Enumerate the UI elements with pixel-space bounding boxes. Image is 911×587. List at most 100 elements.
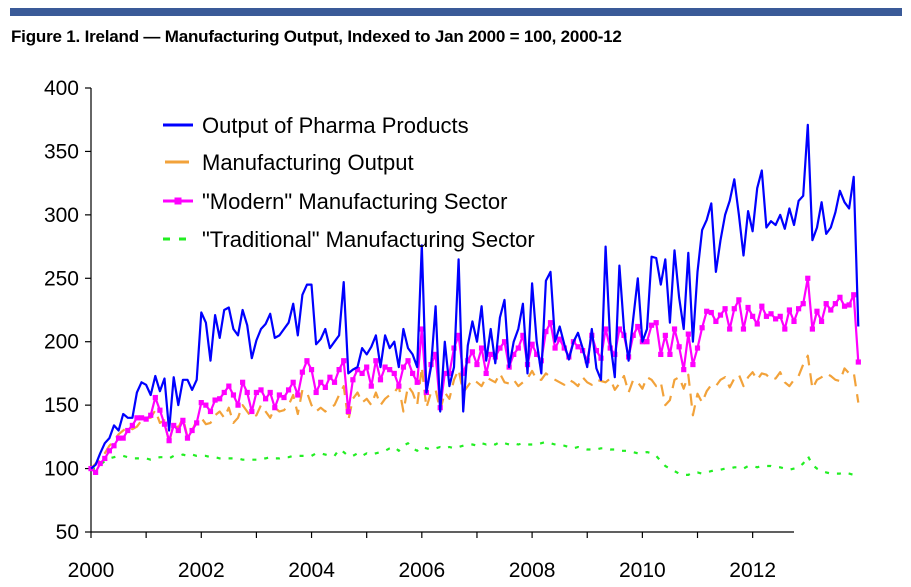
data-point-modern bbox=[685, 331, 691, 337]
data-point-modern bbox=[368, 383, 374, 389]
data-point-modern bbox=[837, 294, 843, 300]
data-point-modern bbox=[851, 292, 857, 298]
data-point-modern bbox=[299, 369, 305, 375]
data-point-modern bbox=[662, 332, 668, 338]
data-point-modern bbox=[846, 302, 852, 308]
data-point-modern bbox=[295, 392, 301, 398]
data-point-modern bbox=[515, 345, 521, 351]
data-point-modern bbox=[676, 344, 682, 350]
data-point-modern bbox=[699, 325, 705, 331]
x-tick-label: 2000 bbox=[68, 559, 115, 582]
data-point-modern bbox=[603, 326, 609, 332]
data-point-modern bbox=[198, 400, 204, 406]
title-rule bbox=[10, 8, 902, 16]
data-point-modern bbox=[281, 394, 287, 401]
data-point-modern bbox=[350, 377, 356, 383]
data-point-modern bbox=[152, 394, 158, 401]
data-point-modern bbox=[717, 312, 724, 318]
data-point-modern bbox=[161, 421, 168, 427]
series-line-traditional bbox=[91, 440, 859, 476]
x-tick-label: 2012 bbox=[729, 559, 776, 582]
legend-label-modern: "Modern" Manufacturing Sector bbox=[202, 189, 507, 214]
data-point-modern bbox=[768, 311, 774, 317]
data-point-modern bbox=[419, 326, 425, 332]
data-point-modern bbox=[92, 469, 99, 475]
data-point-modern bbox=[745, 304, 751, 311]
data-point-modern bbox=[814, 308, 820, 314]
data-point-modern bbox=[759, 303, 765, 309]
x-tick-label: 2010 bbox=[619, 559, 666, 582]
data-point-modern bbox=[129, 422, 135, 429]
data-point-modern bbox=[511, 351, 517, 357]
data-point-modern bbox=[690, 361, 696, 368]
data-point-modern bbox=[694, 345, 701, 351]
series-line-pharma bbox=[90, 123, 860, 470]
data-point-modern bbox=[354, 367, 361, 373]
data-point-modern bbox=[373, 358, 379, 364]
data-point-modern bbox=[823, 301, 829, 307]
data-point-modern bbox=[134, 415, 140, 421]
data-point-modern bbox=[249, 408, 255, 415]
figure-title: Figure 1. Ireland — Manufacturing Output… bbox=[11, 27, 622, 46]
y-tick-label: 150 bbox=[44, 394, 79, 417]
x-tick-label: 2008 bbox=[509, 559, 556, 582]
y-tick-label: 50 bbox=[56, 521, 79, 544]
data-point-modern bbox=[157, 407, 163, 413]
data-point-modern bbox=[763, 313, 770, 319]
data-point-modern bbox=[166, 438, 172, 444]
data-point-modern bbox=[175, 427, 181, 434]
series-line-manufacturing bbox=[90, 354, 860, 470]
data-point-modern bbox=[258, 387, 264, 393]
data-point-modern bbox=[754, 321, 760, 327]
data-point-modern bbox=[501, 339, 508, 345]
data-point-modern bbox=[396, 383, 402, 389]
data-point-modern bbox=[446, 370, 452, 377]
data-point-modern bbox=[207, 408, 214, 415]
data-point-modern bbox=[828, 307, 834, 313]
legend-label-manufacturing: Manufacturing Output bbox=[202, 150, 414, 175]
x-tick-label: 2002 bbox=[178, 559, 225, 582]
data-point-modern bbox=[290, 379, 296, 385]
legend-label-pharma: Output of Pharma Products bbox=[202, 113, 469, 138]
data-point-modern bbox=[267, 389, 273, 396]
data-point-modern bbox=[708, 309, 714, 316]
legend-label-traditional: "Traditional" Manufacturing Sector bbox=[202, 227, 535, 252]
y-tick-label: 400 bbox=[44, 77, 79, 100]
data-point-modern bbox=[782, 326, 788, 332]
data-point-modern bbox=[460, 370, 466, 377]
data-point-modern bbox=[111, 443, 117, 449]
data-point-modern bbox=[653, 320, 659, 326]
data-point-modern bbox=[276, 392, 282, 398]
data-point-modern bbox=[120, 435, 126, 441]
data-point-modern bbox=[143, 416, 149, 422]
data-point-modern bbox=[593, 347, 600, 354]
y-tick-label: 200 bbox=[44, 331, 79, 354]
data-point-modern bbox=[226, 383, 232, 389]
data-point-modern bbox=[391, 370, 397, 377]
data-point-modern bbox=[671, 326, 678, 332]
data-point-modern bbox=[773, 316, 779, 322]
y-tick-label: 100 bbox=[44, 458, 79, 481]
data-point-modern bbox=[442, 370, 448, 377]
data-point-modern bbox=[722, 306, 728, 312]
data-point-modern bbox=[731, 306, 737, 312]
data-point-modern bbox=[106, 448, 112, 454]
data-point-modern bbox=[786, 307, 793, 313]
data-point-modern bbox=[818, 318, 825, 325]
data-point-modern bbox=[433, 351, 439, 357]
data-point-modern bbox=[681, 367, 687, 373]
data-point-modern bbox=[800, 301, 806, 307]
data-point-modern bbox=[488, 351, 494, 357]
data-point-modern bbox=[405, 358, 411, 364]
data-point-modern bbox=[616, 326, 622, 332]
data-point-modern bbox=[125, 427, 131, 434]
data-point-modern bbox=[400, 364, 407, 370]
data-point-modern bbox=[336, 367, 342, 373]
data-point-modern bbox=[285, 387, 292, 393]
data-point-modern bbox=[382, 364, 388, 370]
data-point-modern bbox=[750, 313, 756, 319]
data-point-modern bbox=[635, 323, 641, 330]
data-point-modern bbox=[377, 377, 384, 383]
data-point-modern bbox=[547, 320, 554, 326]
